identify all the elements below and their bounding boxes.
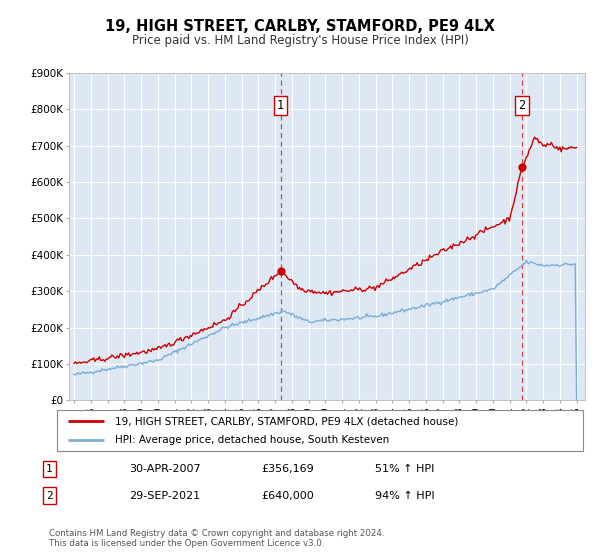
Text: 94% ↑ HPI: 94% ↑ HPI	[375, 491, 434, 501]
Text: 2: 2	[518, 99, 526, 112]
Text: 30-APR-2007: 30-APR-2007	[129, 464, 200, 474]
Text: 2: 2	[46, 491, 53, 501]
FancyBboxPatch shape	[57, 410, 583, 451]
Text: Contains HM Land Registry data © Crown copyright and database right 2024.: Contains HM Land Registry data © Crown c…	[49, 529, 385, 538]
Text: £356,169: £356,169	[261, 464, 314, 474]
Text: 19, HIGH STREET, CARLBY, STAMFORD, PE9 4LX (detached house): 19, HIGH STREET, CARLBY, STAMFORD, PE9 4…	[115, 417, 458, 426]
Text: 29-SEP-2021: 29-SEP-2021	[129, 491, 200, 501]
Text: HPI: Average price, detached house, South Kesteven: HPI: Average price, detached house, Sout…	[115, 435, 389, 445]
Text: 1: 1	[277, 99, 284, 112]
Text: 1: 1	[46, 464, 53, 474]
Text: £640,000: £640,000	[261, 491, 314, 501]
Text: 51% ↑ HPI: 51% ↑ HPI	[375, 464, 434, 474]
Text: Price paid vs. HM Land Registry's House Price Index (HPI): Price paid vs. HM Land Registry's House …	[131, 34, 469, 47]
Text: This data is licensed under the Open Government Licence v3.0.: This data is licensed under the Open Gov…	[49, 539, 325, 548]
Text: 19, HIGH STREET, CARLBY, STAMFORD, PE9 4LX: 19, HIGH STREET, CARLBY, STAMFORD, PE9 4…	[105, 20, 495, 34]
